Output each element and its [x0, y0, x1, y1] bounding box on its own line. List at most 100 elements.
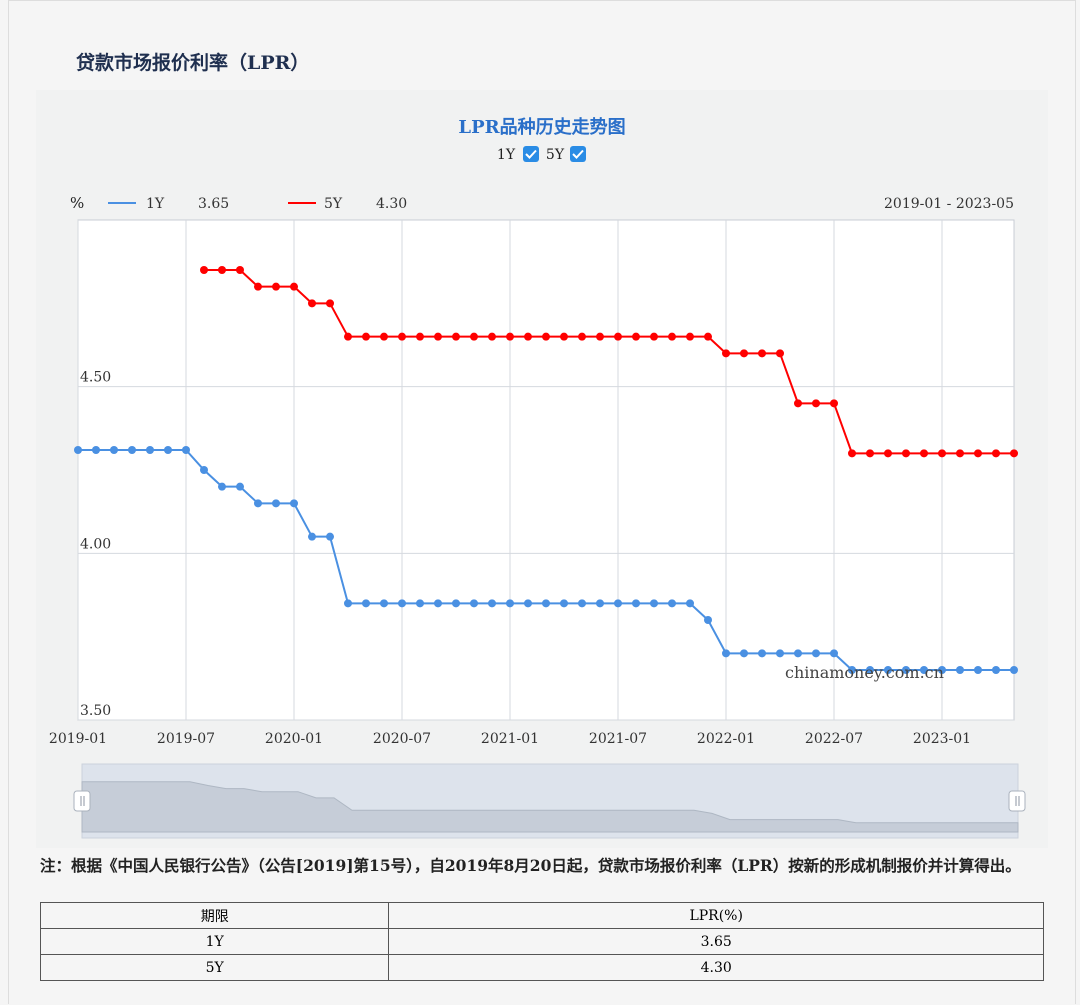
data-point-5y: [830, 399, 838, 408]
data-point-5y: [704, 332, 712, 341]
legend-5y-name: 5Y: [324, 196, 343, 212]
data-point-1y: [920, 666, 928, 674]
table-header-rate: LPR(%): [388, 902, 1044, 929]
data-point-1y: [686, 599, 694, 608]
data-point-1y: [236, 482, 244, 491]
data-point-5y: [686, 332, 694, 341]
data-point-5y: [794, 399, 802, 408]
legend-check-1y[interactable]: 1Y: [497, 146, 539, 163]
data-point-1y: [326, 532, 334, 541]
data-point-5y: [218, 266, 226, 274]
data-point-5y: [776, 349, 784, 358]
zoom-handle-right[interactable]: [1008, 790, 1026, 812]
data-point-1y: [704, 616, 712, 624]
series-line-5y: [204, 269, 1014, 455]
checkbox-1y-icon[interactable]: [523, 146, 539, 162]
data-point-5y: [272, 282, 280, 291]
x-tick-label: 2020-01: [265, 731, 323, 747]
legend-1y-name: 1Y: [146, 196, 165, 212]
y-tick-label: 4.00: [80, 536, 111, 552]
data-point-5y: [416, 332, 424, 341]
data-point-1y: [596, 599, 604, 608]
data-point-1y: [506, 599, 514, 608]
legend-check-5y[interactable]: 5Y: [546, 146, 586, 163]
data-point-5y: [380, 332, 388, 341]
x-tick-label: 2023-01: [913, 731, 971, 747]
data-point-1y: [362, 599, 370, 608]
date-range-label: 2019-01 - 2023-05: [884, 196, 1014, 212]
legend-check-5y-label: 5Y: [546, 147, 565, 163]
data-point-1y: [776, 649, 784, 658]
data-point-5y: [992, 449, 1000, 458]
data-point-1y: [992, 666, 1000, 674]
data-point-5y: [308, 299, 316, 308]
chart-panel: LPR品种历史走势图 1Y 5Y % 1Y 3.65 5Y 4.30 2019-…: [36, 90, 1048, 848]
data-point-1y: [272, 499, 280, 508]
data-point-1y: [398, 599, 406, 608]
data-point-5y: [362, 332, 370, 341]
data-point-5y: [524, 332, 532, 341]
y-tick-labels: 4.50 4.00 3.50: [80, 370, 111, 719]
zoom-preview-area: [81, 781, 1019, 833]
data-point-1y: [614, 599, 622, 608]
data-point-5y: [650, 332, 658, 341]
data-point-5y: [326, 299, 334, 308]
series-layer: [74, 266, 1018, 674]
legend-5y-value: 4.30: [376, 196, 407, 212]
data-point-5y: [812, 399, 820, 408]
data-point-5y: [1010, 449, 1018, 458]
data-point-5y: [740, 349, 748, 358]
data-point-1y: [866, 666, 874, 674]
chart-title: LPR品种历史走势图: [458, 116, 625, 138]
zoom-slider-preview: [81, 781, 1019, 833]
table-header-term: 期限: [39, 902, 390, 929]
data-point-1y: [344, 599, 352, 608]
x-tick-label: 2019-01: [49, 731, 107, 747]
data-point-5y: [290, 282, 298, 291]
data-point-1y: [794, 649, 802, 658]
data-point-5y: [434, 332, 442, 341]
lpr-line-chart: LPR品种历史走势图 1Y 5Y % 1Y 3.65 5Y 4.30 2019-…: [49, 116, 1026, 839]
data-point-1y: [740, 649, 748, 658]
data-point-1y: [578, 599, 586, 608]
checkbox-5y-icon[interactable]: [570, 146, 586, 162]
data-point-5y: [848, 449, 856, 458]
data-point-5y: [488, 332, 496, 341]
data-point-1y: [524, 599, 532, 608]
page-frame: [8, 0, 1076, 1004]
data-point-1y: [416, 599, 424, 608]
x-tick-label: 2022-01: [697, 731, 755, 747]
x-tick-label: 2021-07: [589, 731, 647, 747]
data-point-5y: [560, 332, 568, 341]
data-point-5y: [902, 449, 910, 458]
data-point-1y: [74, 446, 82, 454]
data-point-5y: [542, 332, 550, 341]
data-point-5y: [614, 332, 622, 341]
page-title: 贷款市场报价利率（LPR）: [76, 52, 310, 74]
data-point-5y: [668, 332, 676, 341]
data-point-1y: [164, 446, 172, 454]
data-point-1y: [902, 666, 910, 674]
data-point-5y: [938, 449, 946, 458]
data-point-1y: [92, 446, 100, 454]
x-tick-labels: 2019-01 2019-07 2020-01 2020-07 2021-01 2021-…: [49, 731, 971, 747]
y-axis-unit: %: [70, 194, 84, 212]
x-tick-label: 2022-07: [805, 731, 863, 747]
data-point-5y: [632, 332, 640, 341]
data-point-5y: [956, 449, 964, 458]
table-cell-rate: 3.65: [388, 928, 1044, 955]
data-point-5y: [470, 332, 478, 341]
data-point-1y: [200, 466, 208, 474]
data-point-5y: [758, 349, 766, 358]
data-point-5y: [596, 332, 604, 341]
data-point-1y: [1010, 666, 1018, 674]
data-point-1y: [830, 649, 838, 658]
data-point-1y: [110, 446, 118, 454]
data-point-1y: [542, 599, 550, 608]
data-point-1y: [722, 649, 730, 658]
data-point-5y: [200, 266, 208, 274]
data-point-1y: [758, 649, 766, 658]
zoom-handle-left[interactable]: [73, 790, 91, 812]
data-point-5y: [236, 266, 244, 274]
watermark: chinamoney.com.cn: [785, 663, 944, 682]
